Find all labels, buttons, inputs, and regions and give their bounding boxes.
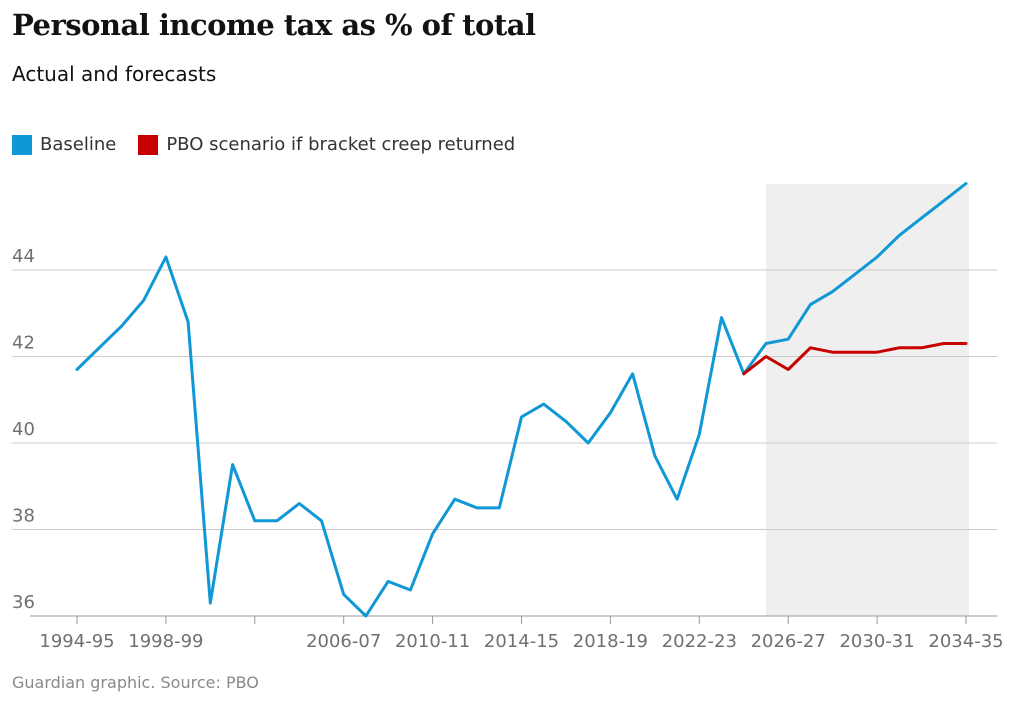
forecast-shade (765, 184, 969, 616)
source-note: Guardian graphic. Source: PBO (12, 673, 259, 692)
legend: Baseline PBO scenario if bracket creep r… (12, 134, 537, 155)
legend-label-baseline: Baseline (40, 134, 117, 155)
legend-label-pbo: PBO scenario if bracket creep returned (166, 134, 516, 155)
legend-swatch-pbo (138, 134, 159, 155)
x-tick-label-2014: 2014-15 (484, 631, 559, 652)
x-tick-label-2034: 2034-35 (928, 631, 1003, 652)
series-line-baseline (75, 182, 968, 618)
y-tick-label-38: 38 (12, 506, 35, 527)
y-tick-label-42: 42 (12, 333, 35, 354)
legend-item-pbo: PBO scenario if bracket creep returned (138, 134, 515, 155)
chart-subtitle: Actual and forecasts (12, 62, 217, 86)
x-tick-label-2022: 2022-23 (662, 631, 737, 652)
y-tick-label-44: 44 (12, 246, 35, 267)
y-tick-label-36: 36 (12, 592, 35, 613)
y-tick-label-40: 40 (12, 419, 35, 440)
x-tick-label-1994: 1994-95 (39, 631, 114, 652)
x-tick-label-2010: 2010-11 (395, 631, 470, 652)
x-tick-label-1998: 1998-99 (128, 631, 203, 652)
x-tick-label-2006: 2006-07 (306, 631, 381, 652)
x-tick-label-2030: 2030-31 (839, 631, 914, 652)
x-tick-label-2026: 2026-27 (751, 631, 826, 652)
x-tick-label-2018: 2018-19 (573, 631, 648, 652)
legend-item-baseline: Baseline (12, 134, 116, 155)
series-line-pbo (742, 342, 968, 376)
chart-title: Personal income tax as % of total (12, 8, 536, 42)
legend-swatch-baseline (12, 134, 32, 155)
